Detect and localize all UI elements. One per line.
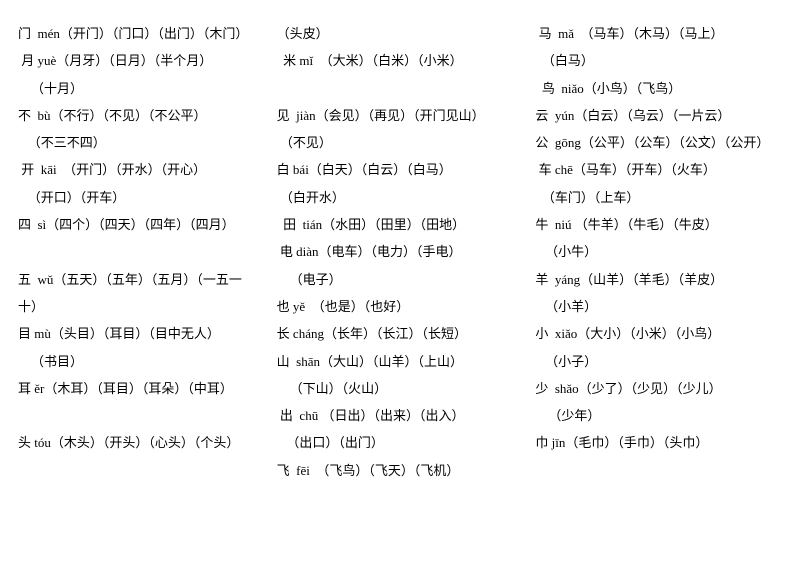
column-1: 门 mén（开门）（门口）（出门）（木门） 月 yuè（月牙）（日月）（半个月）… [18,20,265,546]
column-2: （头皮） 米 mǐ （大米）（白米）（小米） 见 jiàn（会见）（再见）（开门… [277,20,524,546]
column-3: 马 mǎ （马车）（木马）（马上） （白马） 鸟 niǎo（小鸟）（飞鸟） 云 … [535,20,782,546]
column-container: 门 mén（开门）（门口）（出门）（木门） 月 yuè（月牙）（日月）（半个月）… [18,20,782,546]
